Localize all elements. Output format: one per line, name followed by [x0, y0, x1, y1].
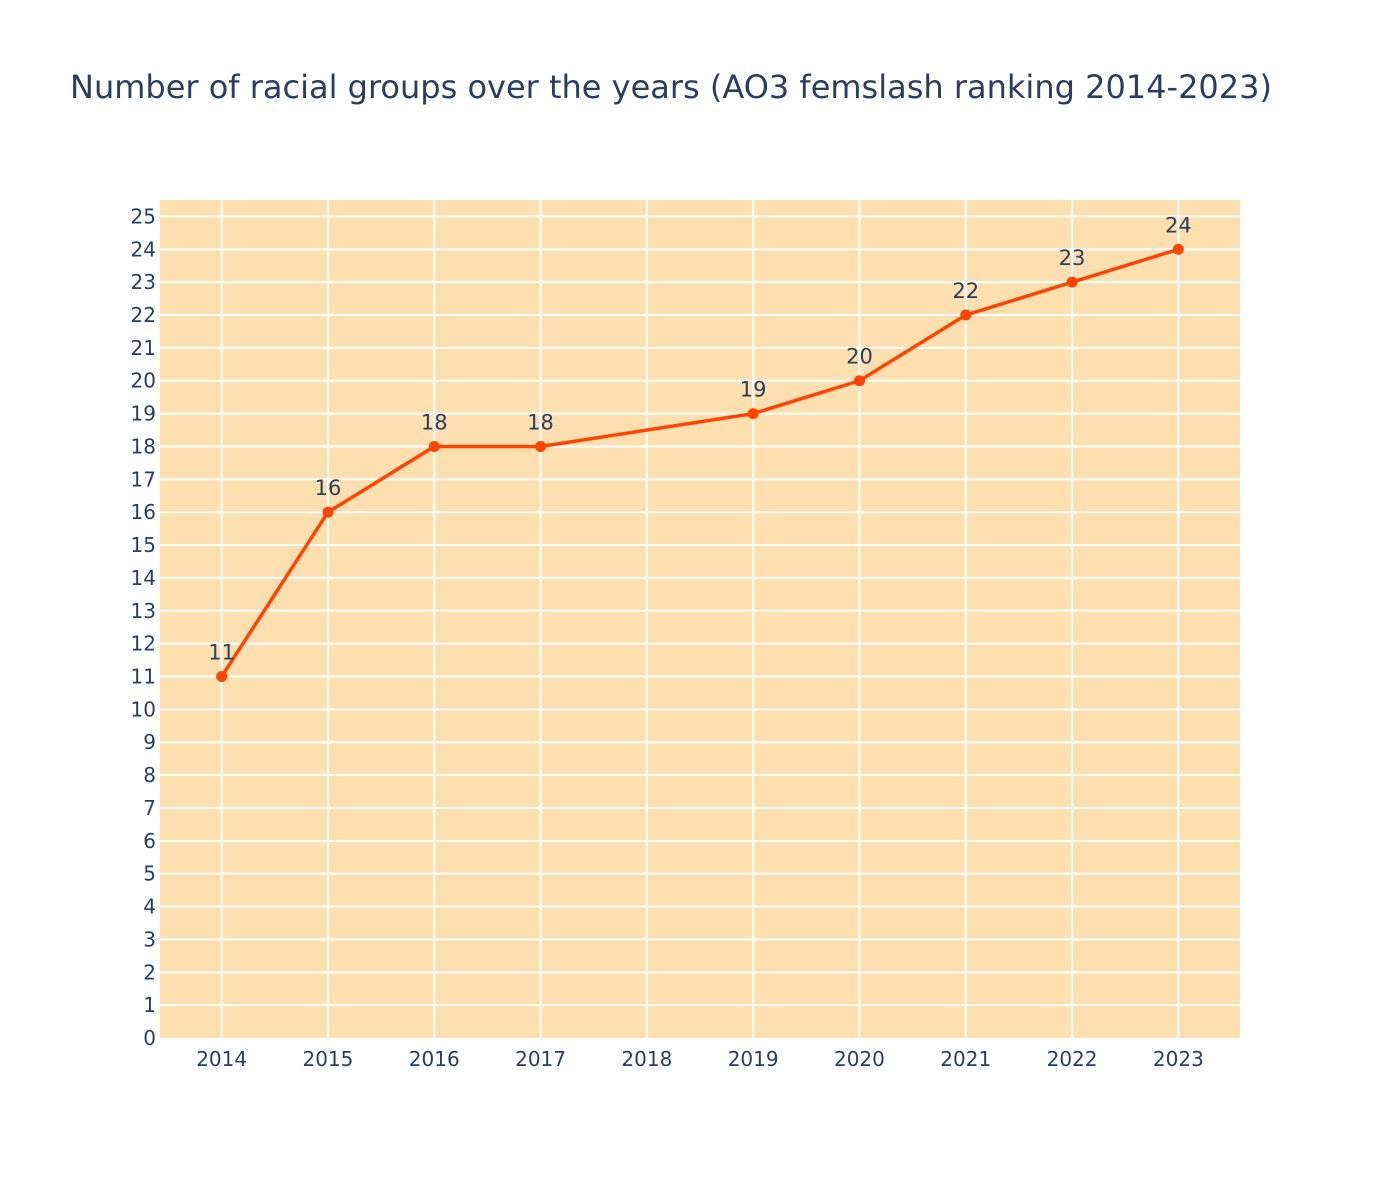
data-label: 19 [740, 378, 767, 402]
data-label: 18 [527, 410, 554, 434]
y-tick-label: 16 [131, 500, 156, 524]
y-tick-label: 0 [143, 1026, 156, 1050]
data-point [960, 309, 972, 321]
x-tick-label: 2015 [302, 1047, 353, 1071]
data-label: 11 [208, 641, 235, 665]
axis-tick-labels: 0123456789101112131415161718192021222324… [131, 204, 1204, 1071]
data-label: 24 [1165, 213, 1192, 237]
x-tick-label: 2020 [834, 1047, 885, 1071]
data-point [535, 440, 547, 452]
x-tick-label: 2022 [1047, 1047, 1098, 1071]
data-point [1066, 276, 1078, 288]
data-label: 23 [1059, 246, 1086, 270]
data-points [216, 243, 1184, 683]
plot-background [160, 200, 1240, 1038]
y-tick-label: 14 [131, 566, 156, 590]
y-tick-label: 12 [131, 632, 156, 656]
data-point [322, 506, 334, 518]
x-tick-label: 2017 [515, 1047, 566, 1071]
data-label: 18 [421, 410, 448, 434]
y-tick-label: 6 [143, 829, 156, 853]
y-tick-label: 22 [131, 303, 156, 327]
y-tick-label: 3 [143, 927, 156, 951]
y-tick-label: 4 [143, 895, 156, 919]
x-tick-label: 2016 [409, 1047, 460, 1071]
chart-title: Number of racial groups over the years (… [70, 68, 1272, 106]
data-point [1172, 243, 1184, 255]
y-tick-label: 1 [143, 993, 156, 1017]
y-tick-label: 2 [143, 960, 156, 984]
y-tick-label: 19 [131, 402, 156, 426]
y-tick-label: 17 [131, 467, 156, 491]
y-tick-label: 15 [131, 533, 156, 557]
y-tick-label: 11 [131, 665, 156, 689]
x-tick-label: 2018 [621, 1047, 672, 1071]
y-tick-label: 8 [143, 763, 156, 787]
data-label: 22 [952, 279, 979, 303]
y-tick-label: 7 [143, 796, 156, 820]
y-tick-label: 25 [131, 204, 156, 228]
data-label: 16 [315, 476, 342, 500]
grid-lines [160, 200, 1240, 1038]
y-tick-label: 10 [131, 697, 156, 721]
data-point [428, 440, 440, 452]
x-tick-label: 2014 [196, 1047, 247, 1071]
y-tick-label: 21 [131, 336, 156, 360]
y-tick-label: 18 [131, 434, 156, 458]
y-tick-label: 20 [131, 369, 156, 393]
y-tick-label: 13 [131, 599, 156, 623]
x-tick-label: 2023 [1153, 1047, 1204, 1071]
y-tick-label: 9 [143, 730, 156, 754]
data-point [747, 408, 759, 420]
x-tick-label: 2019 [728, 1047, 779, 1071]
data-point [853, 375, 865, 387]
data-point [216, 671, 228, 683]
data-label: 20 [846, 345, 873, 369]
y-tick-label: 24 [131, 237, 156, 261]
x-tick-label: 2021 [940, 1047, 991, 1071]
data-labels: 11 16 18 18 19 20 22 23 24 [208, 213, 1191, 664]
y-tick-label: 23 [131, 270, 156, 294]
y-tick-label: 5 [143, 862, 156, 886]
